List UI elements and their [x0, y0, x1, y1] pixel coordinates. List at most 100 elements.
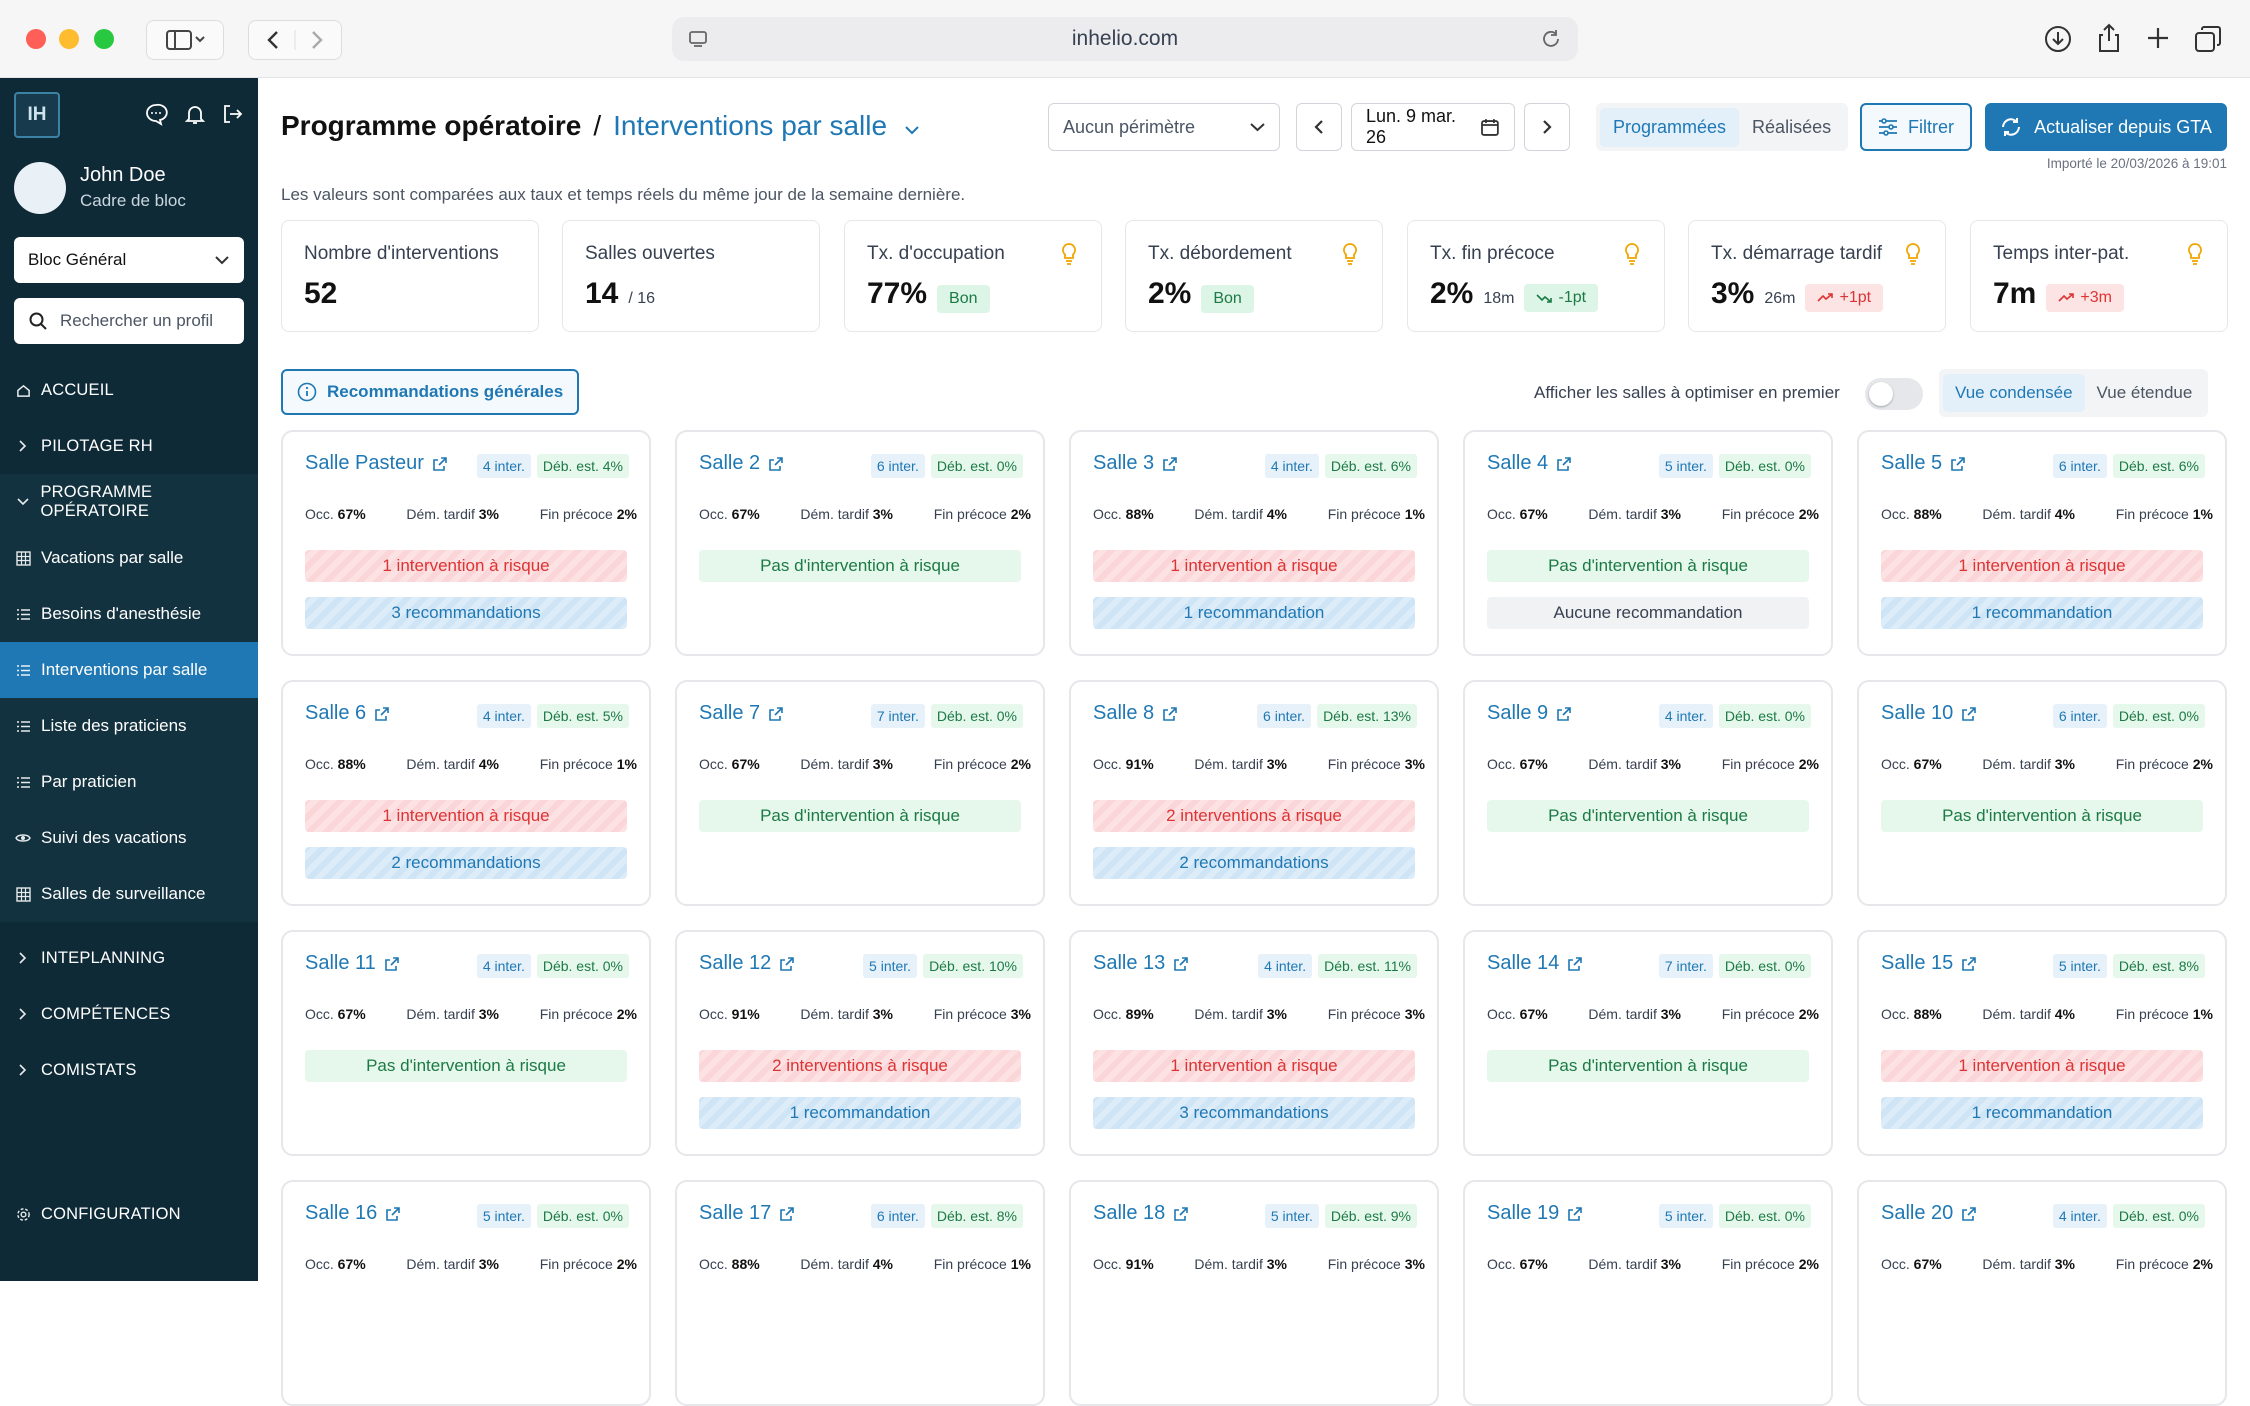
risk-status[interactable]: Pas d'intervention à risque	[1881, 800, 2203, 832]
risk-status[interactable]: 1 intervention à risque	[1093, 550, 1415, 582]
date-picker[interactable]: Lun. 9 mar. 26	[1351, 103, 1515, 151]
room-name-link[interactable]: Salle 5	[1881, 452, 1966, 475]
perimeter-select[interactable]: Aucun périmètre	[1048, 103, 1280, 151]
tab-programmees[interactable]: Programmées	[1600, 107, 1740, 147]
external-link-icon[interactable]	[1567, 956, 1583, 972]
room-name-link[interactable]: Salle 4	[1487, 452, 1572, 475]
room-name-link[interactable]: Salle 19	[1487, 1202, 1583, 1225]
bloc-select[interactable]: Bloc Général	[14, 237, 244, 283]
room-name-link[interactable]: Salle 8	[1093, 702, 1178, 725]
risk-status[interactable]: 1 intervention à risque	[305, 550, 627, 582]
external-link-icon[interactable]	[374, 706, 390, 722]
lightbulb-icon[interactable]	[1624, 243, 1640, 270]
external-link-icon[interactable]	[384, 956, 400, 972]
avatar[interactable]	[14, 162, 66, 214]
room-card[interactable]: Salle 15 5 inter. Déb. est. 8% Occ. 88% Dém.…	[1857, 930, 2227, 1156]
maximize-window-button[interactable]	[94, 29, 114, 49]
external-link-icon[interactable]	[385, 1206, 401, 1222]
lightbulb-icon[interactable]	[1905, 243, 1921, 270]
filter-button[interactable]: Filtrer	[1860, 103, 1972, 151]
room-name-link[interactable]: Salle 12	[699, 952, 795, 975]
room-card[interactable]: Salle 2 6 inter. Déb. est. 0% Occ. 67% Dém. …	[675, 430, 1045, 656]
recommendations-status[interactable]: 1 recommandation	[1093, 597, 1415, 629]
room-card[interactable]: Salle 19 5 inter. Déb. est. 0% Occ. 67% Dém.…	[1463, 1180, 1833, 1406]
sidebar-item-comistats[interactable]: COMISTATS	[0, 1042, 258, 1098]
sidebar-toggle-icon[interactable]	[146, 20, 224, 60]
room-name-link[interactable]: Salle 9	[1487, 702, 1572, 725]
external-link-icon[interactable]	[768, 456, 784, 472]
sidebar-item-programme-operatoire[interactable]: PROGRAMME OPÉRATOIRE	[0, 474, 258, 530]
url-bar[interactable]: inhelio.com	[672, 17, 1578, 61]
sidebar-item-interventions-par-salle[interactable]: Interventions par salle	[0, 642, 258, 698]
risk-status[interactable]: 1 intervention à risque	[1881, 550, 2203, 582]
recommendations-status[interactable]: 2 recommandations	[1093, 847, 1415, 879]
recommendations-status[interactable]: 3 recommandations	[1093, 1097, 1415, 1129]
room-name-link[interactable]: Salle 18	[1093, 1202, 1189, 1225]
sidebar-item-salles-surveillance[interactable]: Salles de surveillance	[0, 866, 258, 922]
external-link-icon[interactable]	[1950, 456, 1966, 472]
risk-status[interactable]: Pas d'intervention à risque	[1487, 1050, 1809, 1082]
room-card[interactable]: Salle 12 5 inter. Déb. est. 10% Occ. 91% Dém…	[675, 930, 1045, 1156]
risk-status[interactable]: Pas d'intervention à risque	[1487, 550, 1809, 582]
optimize-first-toggle[interactable]	[1865, 378, 1923, 410]
external-link-icon[interactable]	[1567, 1206, 1583, 1222]
room-card[interactable]: Salle 5 6 inter. Déb. est. 6% Occ. 88% Dém. …	[1857, 430, 2227, 656]
recommendations-status[interactable]: 2 recommandations	[305, 847, 627, 879]
external-link-icon[interactable]	[1961, 1206, 1977, 1222]
room-card[interactable]: Salle 13 4 inter. Déb. est. 11% Occ. 89% Dém…	[1069, 930, 1439, 1156]
risk-status[interactable]: Pas d'intervention à risque	[699, 550, 1021, 582]
minimize-window-button[interactable]	[59, 29, 79, 49]
external-link-icon[interactable]	[779, 956, 795, 972]
lightbulb-icon[interactable]	[1342, 243, 1358, 270]
room-card[interactable]: Salle 11 4 inter. Déb. est. 0% Occ. 67% Dém.…	[281, 930, 651, 1156]
risk-status[interactable]: Pas d'intervention à risque	[305, 1050, 627, 1082]
external-link-icon[interactable]	[1556, 706, 1572, 722]
room-name-link[interactable]: Salle Pasteur	[305, 452, 448, 475]
new-tab-icon[interactable]	[2144, 24, 2172, 52]
tabs-overview-icon[interactable]	[2193, 24, 2223, 54]
app-logo[interactable]: IH	[14, 92, 60, 138]
room-name-link[interactable]: Salle 17	[699, 1202, 795, 1225]
sidebar-item-configuration[interactable]: CONFIGURATION	[0, 1186, 258, 1242]
share-icon[interactable]	[2094, 22, 2124, 54]
risk-status[interactable]: 2 interventions à risque	[699, 1050, 1021, 1082]
risk-status[interactable]: 1 intervention à risque	[1881, 1050, 2203, 1082]
risk-status[interactable]: 2 interventions à risque	[1093, 800, 1415, 832]
room-card[interactable]: Salle 6 4 inter. Déb. est. 5% Occ. 88% Dém. …	[281, 680, 651, 906]
room-card[interactable]: Salle 20 4 inter. Déb. est. 0% Occ. 67% Dém.…	[1857, 1180, 2227, 1406]
download-icon[interactable]	[2043, 24, 2073, 54]
room-name-link[interactable]: Salle 6	[305, 702, 390, 725]
external-link-icon[interactable]	[779, 1206, 795, 1222]
room-card[interactable]: Salle 18 5 inter. Déb. est. 9% Occ. 91% Dém.…	[1069, 1180, 1439, 1406]
room-name-link[interactable]: Salle 11	[305, 952, 400, 975]
sidebar-item-pilotage-rh[interactable]: PILOTAGE RH	[0, 418, 258, 474]
external-link-icon[interactable]	[1556, 456, 1572, 472]
prev-date-button[interactable]	[1296, 103, 1342, 151]
risk-status[interactable]: 1 intervention à risque	[1093, 1050, 1415, 1082]
room-card[interactable]: Salle 17 6 inter. Déb. est. 8% Occ. 88% Dém.…	[675, 1180, 1045, 1406]
next-date-button[interactable]	[1524, 103, 1570, 151]
breadcrumb-current[interactable]: Interventions par salle	[613, 110, 888, 141]
external-link-icon[interactable]	[1162, 706, 1178, 722]
recommendations-status[interactable]: 1 recommandation	[699, 1097, 1021, 1129]
room-name-link[interactable]: Salle 16	[305, 1202, 401, 1225]
sidebar-item-vacations-par-salle[interactable]: Vacations par salle	[0, 530, 258, 586]
sidebar-item-accueil[interactable]: ACCUEIL	[0, 362, 258, 418]
logout-icon[interactable]	[220, 102, 244, 126]
lightbulb-icon[interactable]	[1061, 243, 1077, 270]
sidebar-item-liste-praticiens[interactable]: Liste des praticiens	[0, 698, 258, 754]
sidebar-item-inteplanning[interactable]: INTEPLANNING	[0, 930, 258, 986]
tab-realisees[interactable]: Réalisées	[1752, 116, 1832, 137]
general-recommendations-button[interactable]: Recommandations générales	[281, 369, 580, 415]
room-card[interactable]: Salle 8 6 inter. Déb. est. 13% Occ. 91% Dém.…	[1069, 680, 1439, 906]
breadcrumb-root[interactable]: Programme opératoire	[281, 110, 582, 141]
external-link-icon[interactable]	[1961, 706, 1977, 722]
chat-icon[interactable]	[144, 102, 168, 126]
room-card[interactable]: Salle 7 7 inter. Déb. est. 0% Occ. 67% Dém. …	[675, 680, 1045, 906]
room-name-link[interactable]: Salle 2	[699, 452, 784, 475]
sidebar-item-besoins-anesthesie[interactable]: Besoins d'anesthésie	[0, 586, 258, 642]
tab-vue-condensee[interactable]: Vue condensée	[1943, 374, 2085, 412]
external-link-icon[interactable]	[768, 706, 784, 722]
external-link-icon[interactable]	[1961, 956, 1977, 972]
sidebar-item-par-praticien[interactable]: Par praticien	[0, 754, 258, 810]
